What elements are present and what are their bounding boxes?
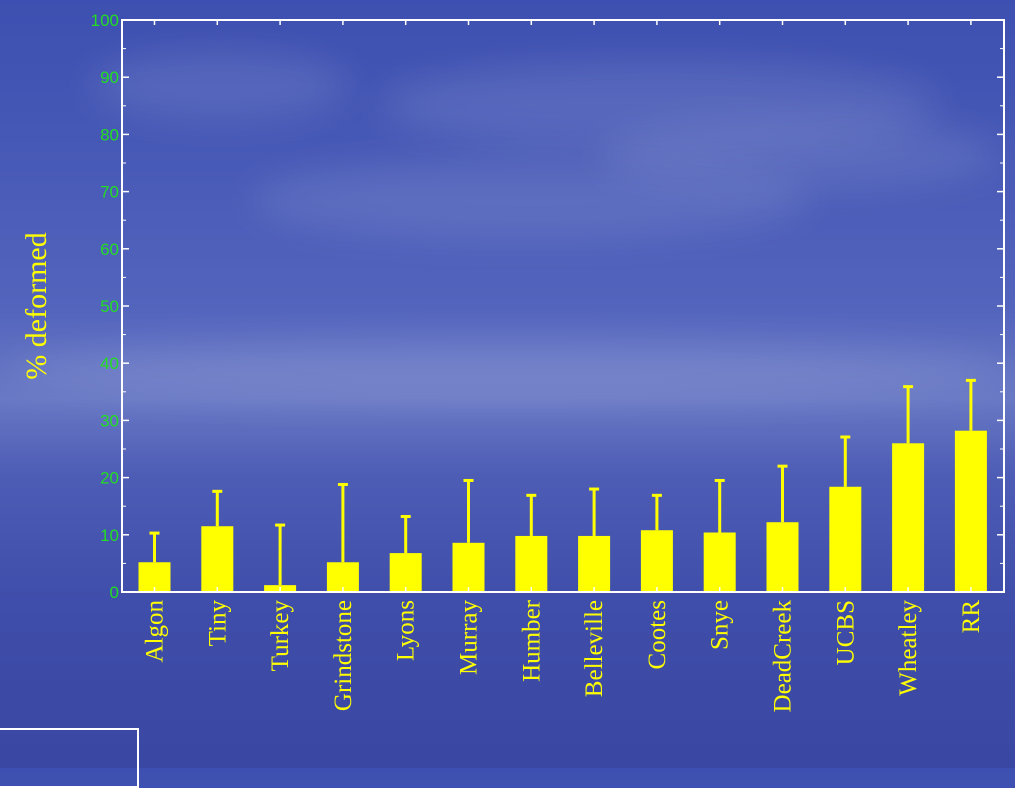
bar bbox=[767, 522, 799, 592]
y-axis-tick-labels: 0 10 20 30 40 50 60 70 80 90 100 bbox=[91, 11, 119, 602]
x-tick-label: Cootes bbox=[644, 600, 671, 669]
x-tick-label: Lyons bbox=[393, 600, 420, 661]
plot-frame bbox=[122, 20, 1004, 592]
y-axis-label: % deformed bbox=[20, 232, 53, 379]
x-tick-label: Snye bbox=[707, 600, 734, 650]
bar bbox=[515, 536, 547, 592]
x-tick-label: Belleville bbox=[581, 600, 608, 697]
y-tick-label: 90 bbox=[100, 68, 119, 87]
x-tick-label: UCBS bbox=[832, 600, 859, 665]
x-tick-label: Turkey bbox=[267, 600, 294, 672]
y-tick-label: 40 bbox=[100, 354, 119, 373]
y-axis-ticks bbox=[122, 20, 1004, 592]
bar-chart: 0 10 20 30 40 50 60 70 80 90 100 Algon Tiny Turkey Gr… bbox=[0, 0, 1015, 768]
bar bbox=[955, 431, 987, 592]
decorative-frame bbox=[0, 728, 139, 788]
x-tick-label: Tiny bbox=[204, 600, 231, 647]
bar bbox=[201, 526, 233, 592]
x-tick-label: Wheatley bbox=[895, 600, 922, 696]
y-tick-label: 100 bbox=[91, 11, 119, 30]
bar bbox=[641, 530, 673, 592]
x-tick-label: DeadCreek bbox=[770, 600, 797, 713]
bar bbox=[829, 487, 861, 592]
y-tick-label: 20 bbox=[100, 469, 119, 488]
bar bbox=[704, 533, 736, 592]
y-tick-label: 10 bbox=[100, 526, 119, 545]
y-tick-label: 50 bbox=[100, 297, 119, 316]
y-tick-label: 60 bbox=[100, 240, 119, 259]
bar bbox=[390, 553, 422, 592]
x-axis-tick-labels: Algon Tiny Turkey Grindstone Lyons Murray Humb… bbox=[142, 599, 985, 712]
bar bbox=[578, 536, 610, 592]
y-tick-label: 30 bbox=[100, 411, 119, 430]
y-tick-label: 80 bbox=[100, 125, 119, 144]
y-tick-label: 70 bbox=[100, 183, 119, 202]
x-tick-label: RR bbox=[958, 600, 985, 634]
x-tick-label: Grindstone bbox=[330, 600, 357, 711]
x-tick-label: Humber bbox=[518, 599, 545, 682]
bars bbox=[139, 431, 987, 592]
y-tick-label: 0 bbox=[110, 583, 119, 602]
x-tick-label: Algon bbox=[142, 600, 169, 663]
x-tick-label: Murray bbox=[456, 600, 483, 675]
bar bbox=[453, 543, 485, 592]
bar bbox=[892, 443, 924, 592]
